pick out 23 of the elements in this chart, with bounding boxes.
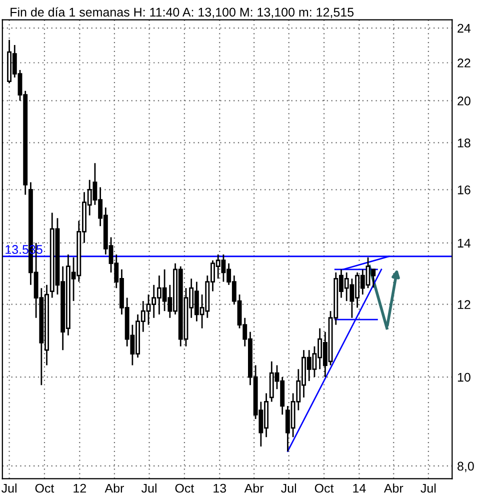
- y-tick-label: 24: [458, 24, 471, 33]
- y-tick-label: 16: [458, 185, 470, 194]
- y-tick-label: 20: [458, 96, 470, 106]
- x-tick-label: Jul: [141, 484, 156, 493]
- x-tick-label: Abr: [384, 484, 404, 493]
- y-tick-label: 14: [458, 238, 471, 248]
- x-tick-label: Oct: [35, 484, 54, 493]
- x-tick-label: Jul: [1, 484, 16, 493]
- y-tick-label: 12: [458, 300, 470, 309]
- y-tick-label: 18: [458, 138, 470, 148]
- x-tick-label: Oct: [175, 484, 194, 493]
- y-tick-label: 22: [458, 58, 470, 68]
- y-tick-label: 10: [458, 372, 470, 382]
- x-tick-label: Oct: [314, 484, 334, 493]
- x-tick-label: Jul: [420, 484, 436, 493]
- x-tick-label: Abr: [104, 484, 124, 493]
- x-tick-label: Jul: [281, 484, 296, 493]
- chart-title: Fin de día 1 semanas H: 11:40 A: 13,100 M: 13,100 m: 12,515: [10, 7, 354, 18]
- x-tick-label: 12: [74, 484, 86, 493]
- y-tick-label: 8,0: [458, 462, 474, 472]
- x-tick-label: 13: [214, 484, 226, 493]
- x-tick-label: 14: [353, 484, 366, 493]
- x-tick-label: Abr: [244, 484, 264, 493]
